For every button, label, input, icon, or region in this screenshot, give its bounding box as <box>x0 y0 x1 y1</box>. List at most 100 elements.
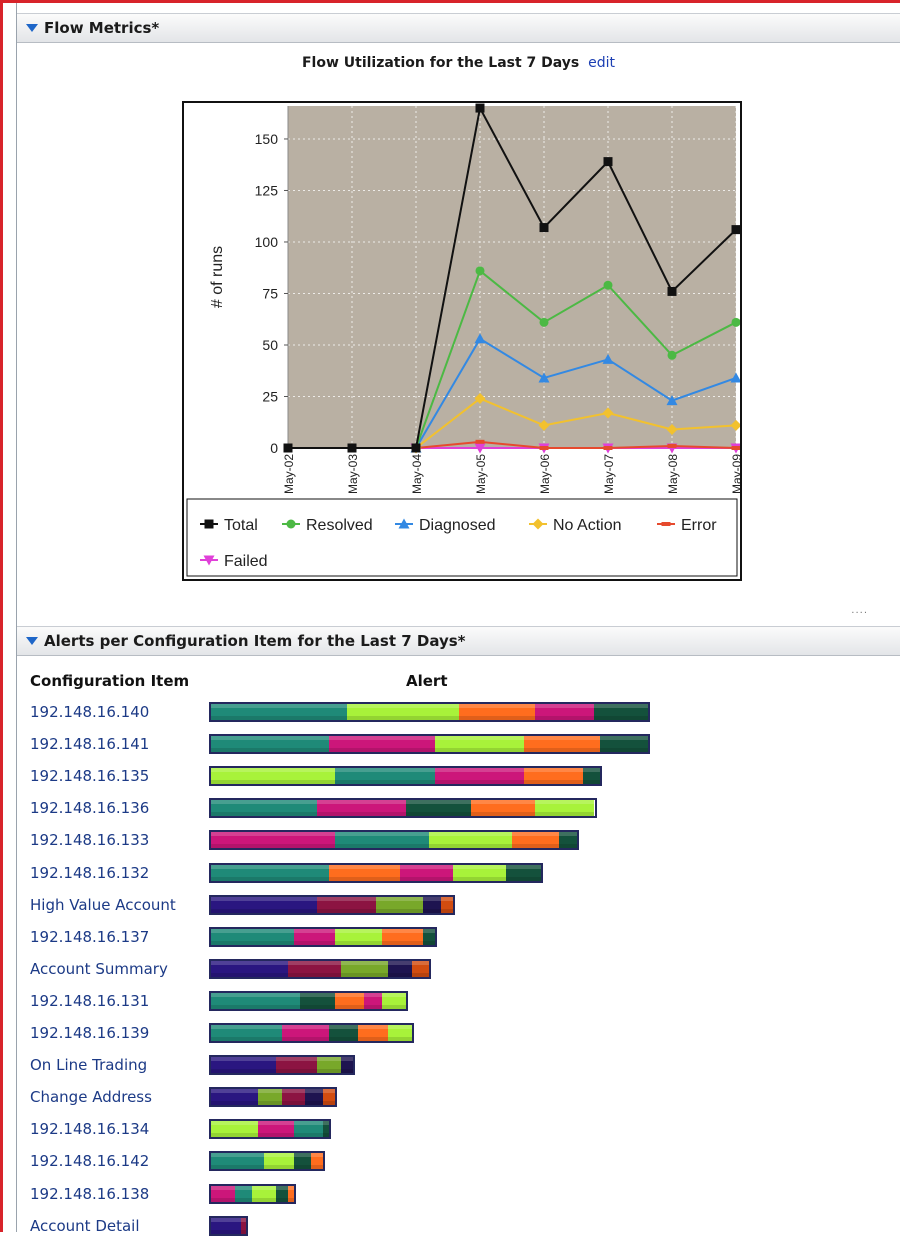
configuration-item-link[interactable]: 192.148.16.140 <box>30 703 150 721</box>
alert-bar-segment[interactable] <box>411 960 430 977</box>
alert-bar[interactable] <box>209 1119 331 1140</box>
alert-bar-segment[interactable] <box>470 800 536 817</box>
alert-bar-segment[interactable] <box>452 864 506 881</box>
alert-bar[interactable] <box>209 702 650 722</box>
configuration-item-link[interactable]: High Value Account <box>30 895 176 914</box>
alert-bar-segment[interactable] <box>275 1185 288 1202</box>
configuration-item-link[interactable]: 192.148.16.137 <box>30 927 150 946</box>
alert-bar-segment[interactable] <box>376 896 424 913</box>
alert-bar-segment[interactable] <box>275 1057 318 1074</box>
alert-bar-segment[interactable] <box>382 992 406 1009</box>
alert-bar-segment[interactable] <box>211 800 318 817</box>
alert-bar-segment[interactable] <box>281 1089 306 1106</box>
configuration-item-link[interactable]: Account Detail <box>30 1216 140 1235</box>
configuration-item-link[interactable]: Change Address <box>30 1088 152 1107</box>
alert-bar-segment[interactable] <box>523 768 583 785</box>
configuration-item-link[interactable]: On Line Trading <box>30 1056 148 1075</box>
alert-bar-segment[interactable] <box>264 1153 294 1170</box>
alert-bar-segment[interactable] <box>382 928 424 945</box>
alert-bar-segment[interactable] <box>405 800 471 817</box>
alert-bar-segment[interactable] <box>317 896 377 913</box>
alert-bar-segment[interactable] <box>293 1153 312 1170</box>
alert-bar-segment[interactable] <box>559 832 577 849</box>
alert-bar-segment[interactable] <box>299 992 335 1009</box>
configuration-item-link[interactable]: 192.148.16.139 <box>30 1024 150 1042</box>
alert-bar-segment[interactable] <box>287 1185 294 1202</box>
alert-bar-segment[interactable] <box>600 736 648 753</box>
alert-bar-segment[interactable] <box>211 1025 282 1041</box>
alert-bar[interactable] <box>209 1183 296 1204</box>
alert-bar-segment[interactable] <box>234 1185 253 1202</box>
alert-bar-segment[interactable] <box>211 832 335 849</box>
alert-bar-segment[interactable] <box>423 896 442 913</box>
alert-bar-segment[interactable] <box>305 1089 324 1106</box>
alert-bar[interactable] <box>209 990 408 1011</box>
alert-bar-segment[interactable] <box>435 768 524 785</box>
alert-bar-segment[interactable] <box>211 896 318 913</box>
alert-bar-segment[interactable] <box>364 992 383 1009</box>
alert-bar-segment[interactable] <box>323 1089 335 1106</box>
alert-bar-segment[interactable] <box>346 704 459 720</box>
alert-bar-segment[interactable] <box>211 1057 276 1074</box>
collapse-triangle-icon[interactable] <box>26 637 38 645</box>
alert-bar-segment[interactable] <box>258 1089 282 1106</box>
alert-bar-segment[interactable] <box>423 928 436 945</box>
alert-bar[interactable] <box>209 1151 326 1172</box>
alert-bar-segment[interactable] <box>293 1121 324 1138</box>
alert-bar-segment[interactable] <box>211 1089 259 1106</box>
alert-bar-segment[interactable] <box>334 992 365 1009</box>
configuration-item-link[interactable]: 192.148.16.142 <box>30 1152 150 1171</box>
alert-bar-segment[interactable] <box>293 928 335 945</box>
configuration-item-link[interactable]: 192.148.16.132 <box>30 863 150 882</box>
alert-bar-segment[interactable] <box>211 736 329 753</box>
edit-link[interactable]: edit <box>588 55 616 71</box>
configuration-item-link[interactable]: 192.148.16.131 <box>30 991 150 1010</box>
alert-bar-segment[interactable] <box>358 1025 388 1041</box>
alert-bar-segment[interactable] <box>535 704 595 720</box>
alert-bar[interactable] <box>209 798 597 819</box>
alert-bar-segment[interactable] <box>211 1185 235 1202</box>
alert-bar-segment[interactable] <box>211 768 335 785</box>
resize-handle[interactable]: .... <box>851 605 868 616</box>
alert-bar-segment[interactable] <box>329 864 400 881</box>
alert-bar[interactable] <box>209 1087 337 1108</box>
alert-bar-segment[interactable] <box>458 704 536 720</box>
alert-bar-segment[interactable] <box>258 1121 294 1138</box>
alert-bar-segment[interactable] <box>311 1153 324 1170</box>
alert-bar-segment[interactable] <box>387 960 412 977</box>
configuration-item-link[interactable]: 192.148.16.141 <box>30 735 150 754</box>
alert-bar[interactable] <box>209 830 579 851</box>
alert-bar-segment[interactable] <box>505 864 542 881</box>
alert-bar[interactable] <box>209 766 603 787</box>
alert-bar[interactable] <box>209 958 432 979</box>
alert-bar-segment[interactable] <box>387 1025 412 1041</box>
alert-bar-segment[interactable] <box>211 928 294 945</box>
alert-bar-segment[interactable] <box>441 896 453 913</box>
alert-bar-segment[interactable] <box>211 704 347 720</box>
alert-bar-segment[interactable] <box>323 1121 329 1138</box>
alert-bar-segment[interactable] <box>211 960 288 977</box>
alert-bar-segment[interactable] <box>523 736 601 753</box>
alerts-header[interactable]: Alerts per Configuration Item for the La… <box>17 626 900 656</box>
configuration-item-link[interactable]: 192.148.16.135 <box>30 767 150 786</box>
configuration-item-link[interactable]: 192.148.16.138 <box>30 1184 150 1203</box>
alert-bar-segment[interactable] <box>429 832 512 849</box>
alert-bar-segment[interactable] <box>240 1217 247 1234</box>
alert-bar-segment[interactable] <box>317 1057 341 1074</box>
configuration-item-link[interactable]: 192.148.16.133 <box>30 831 150 850</box>
alert-bar[interactable] <box>209 862 544 883</box>
alert-bar-segment[interactable] <box>594 704 648 720</box>
alert-bar-segment[interactable] <box>399 864 453 881</box>
alert-bar-segment[interactable] <box>329 736 436 753</box>
alert-bar-segment[interactable] <box>211 864 329 881</box>
alert-bar-segment[interactable] <box>287 960 341 977</box>
alert-bar[interactable] <box>209 1023 414 1043</box>
alert-bar-segment[interactable] <box>334 928 383 945</box>
alert-bar-segment[interactable] <box>334 832 430 849</box>
alert-bar-segment[interactable] <box>435 736 524 753</box>
collapse-triangle-icon[interactable] <box>26 24 38 32</box>
alert-bar[interactable] <box>209 926 438 947</box>
flow-metrics-header[interactable]: Flow Metrics* <box>17 13 900 43</box>
alert-bar-segment[interactable] <box>340 1057 353 1074</box>
configuration-item-link[interactable]: Account Summary <box>30 959 168 978</box>
